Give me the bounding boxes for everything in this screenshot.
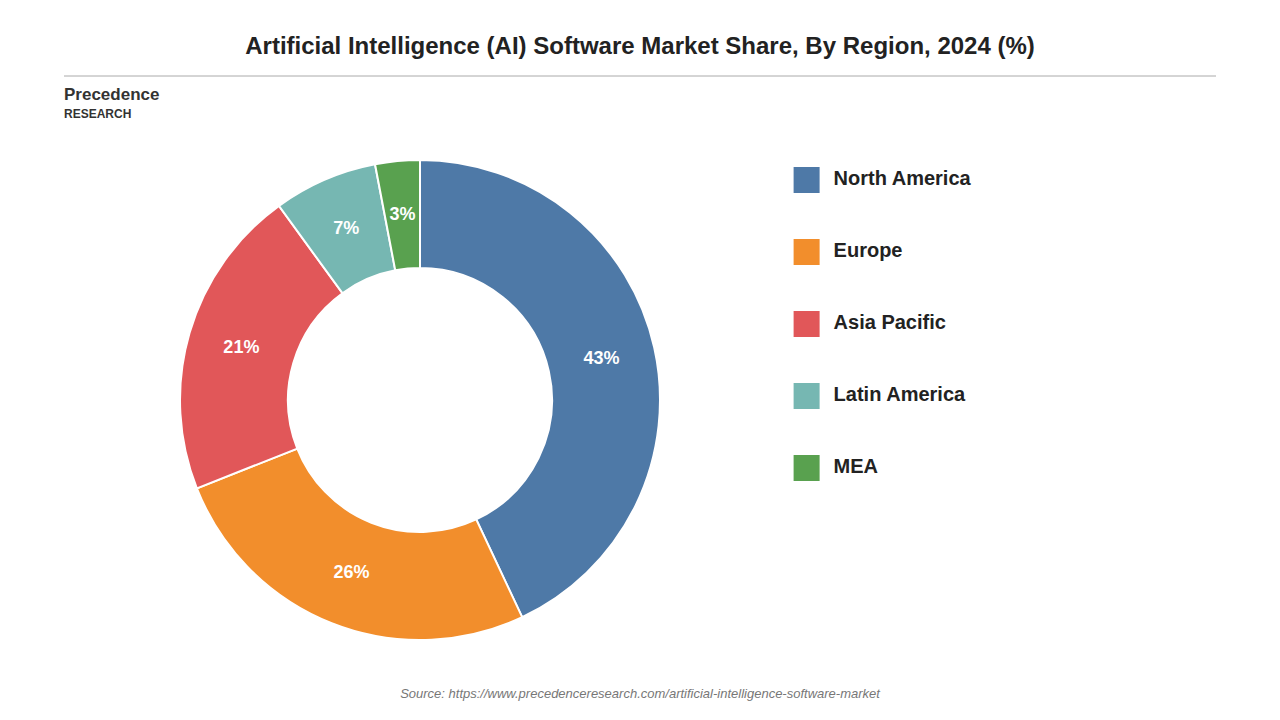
legend-label: North America xyxy=(834,167,972,189)
legend-item: Latin America xyxy=(794,383,966,409)
legend-item: MEA xyxy=(794,455,878,481)
legend-swatch xyxy=(794,167,820,193)
legend-item: Asia Pacific xyxy=(794,311,946,337)
legend: North America Europe Asia Pacific Latin Ame… xyxy=(794,167,972,481)
legend-swatch xyxy=(794,455,820,481)
logo-line-2: RESEARCH xyxy=(64,107,131,121)
title: Artificial Intelligence (AI) Software Ma… xyxy=(245,32,1035,59)
slice xyxy=(197,449,522,640)
legend-label: Latin America xyxy=(834,383,966,405)
legend-swatch xyxy=(794,239,820,265)
chart-root: Artificial Intelligence (AI) Software Ma… xyxy=(0,0,1280,720)
data-label: 3% xyxy=(389,204,415,224)
legend-swatch xyxy=(794,311,820,337)
legend-item: Europe xyxy=(794,239,903,265)
donut: 43% 26% 21% 7% 3% xyxy=(180,160,660,640)
legend-label: MEA xyxy=(834,455,878,477)
slice xyxy=(375,160,420,270)
data-label: 21% xyxy=(223,337,259,357)
legend-item: North America xyxy=(794,167,972,193)
divider xyxy=(64,76,1216,77)
legend-label: Asia Pacific xyxy=(834,311,946,333)
logo-line-1: Precedence xyxy=(64,85,159,104)
legend-label: Europe xyxy=(834,239,903,261)
legend-swatch xyxy=(794,383,820,409)
data-label: 43% xyxy=(584,348,620,368)
source-note: Source: https://www.precedenceresearch.c… xyxy=(400,686,881,701)
data-label: 7% xyxy=(333,218,359,238)
data-label: 26% xyxy=(334,562,370,582)
